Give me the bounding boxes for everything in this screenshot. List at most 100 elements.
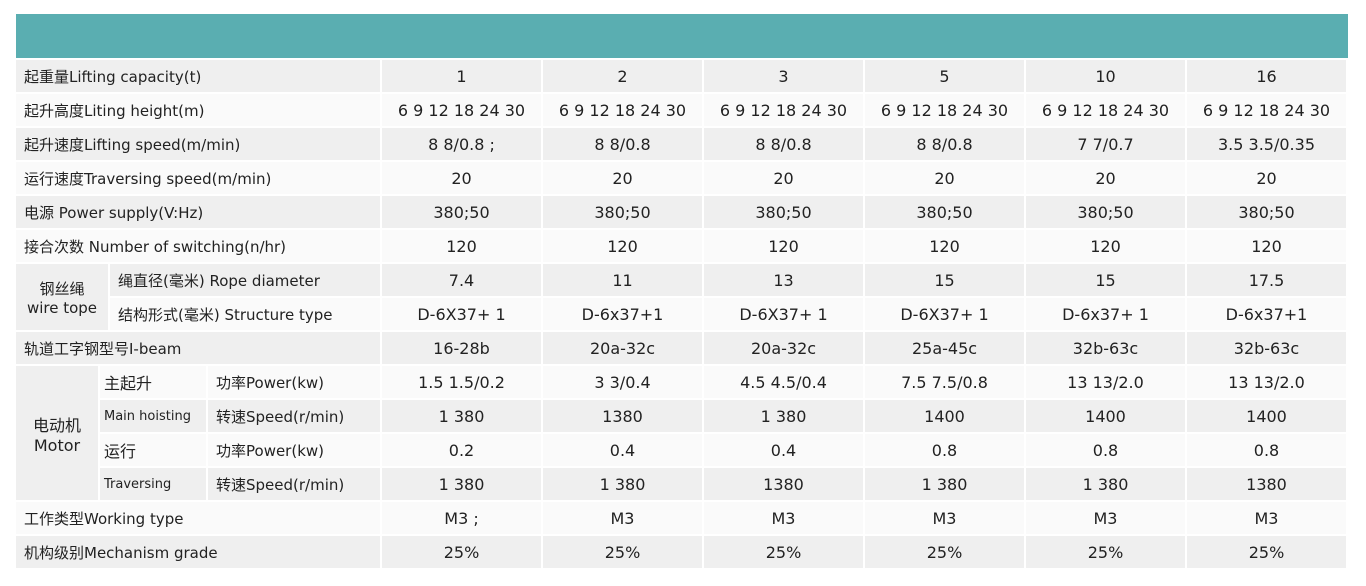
value-cell: 120 bbox=[1187, 230, 1348, 264]
value-cell: 0.8 bbox=[1187, 434, 1348, 468]
value-cell: 7 7/0.7 bbox=[1026, 128, 1187, 162]
value-cell: 120 bbox=[704, 230, 865, 264]
value-cell: 10 bbox=[1026, 60, 1187, 94]
value-cell: 13 bbox=[704, 264, 865, 298]
value-cell: 25% bbox=[704, 536, 865, 570]
value-cell: 120 bbox=[1026, 230, 1187, 264]
motor-sub: Main hoisting bbox=[100, 400, 208, 434]
value-cell: 1400 bbox=[1026, 400, 1187, 434]
motor-sub: Traversing bbox=[100, 468, 208, 502]
value-cell: 20 bbox=[1187, 162, 1348, 196]
value-cell: 0.4 bbox=[543, 434, 704, 468]
row-label: 功率Power(kw) bbox=[208, 434, 382, 468]
row-label: 轨道工字钢型号I-beam bbox=[16, 332, 382, 366]
value-cell: 20a-32c bbox=[543, 332, 704, 366]
row-label: 转速Speed(r/min) bbox=[208, 400, 382, 434]
value-cell: 5 bbox=[865, 60, 1026, 94]
value-cell: M3 bbox=[865, 502, 1026, 536]
motor-sub: 主起升 bbox=[100, 366, 208, 400]
value-cell: 20a-32c bbox=[704, 332, 865, 366]
value-cell: 20 bbox=[1026, 162, 1187, 196]
value-cell: D-6X37+ 1 bbox=[865, 298, 1026, 332]
value-cell: 32b-63c bbox=[1187, 332, 1348, 366]
value-cell: M3 bbox=[704, 502, 865, 536]
value-cell: 380;50 bbox=[1026, 196, 1187, 230]
value-cell: 16 bbox=[1187, 60, 1348, 94]
value-cell: 6 9 12 18 24 30 bbox=[704, 94, 865, 128]
row-label: 电源 Power supply(V:Hz) bbox=[16, 196, 382, 230]
group-label: 钢丝绳 bbox=[39, 279, 85, 298]
value-cell: 13 13/2.0 bbox=[1187, 366, 1348, 400]
value-cell: 15 bbox=[1026, 264, 1187, 298]
value-cell: 2 bbox=[543, 60, 704, 94]
value-cell: M3 ; bbox=[382, 502, 543, 536]
value-cell: 380;50 bbox=[1187, 196, 1348, 230]
value-cell: 0.8 bbox=[1026, 434, 1187, 468]
header-bar bbox=[16, 14, 1348, 58]
value-cell: 7.4 bbox=[382, 264, 543, 298]
group-label: Motor bbox=[33, 435, 81, 455]
value-cell: D-6x37+ 1 bbox=[1026, 298, 1187, 332]
value-cell: 25% bbox=[543, 536, 704, 570]
motor-group: 电动机 Motor bbox=[16, 366, 100, 502]
row-label: 功率Power(kw) bbox=[208, 366, 382, 400]
value-cell: 1380 bbox=[704, 468, 865, 502]
value-cell: 25a-45c bbox=[865, 332, 1026, 366]
row-label: 起重量Lifting capacity(t) bbox=[16, 60, 382, 94]
value-cell: 25% bbox=[382, 536, 543, 570]
value-cell: 6 9 12 18 24 30 bbox=[382, 94, 543, 128]
value-cell: 120 bbox=[865, 230, 1026, 264]
value-cell: 0.4 bbox=[704, 434, 865, 468]
value-cell: 0.8 bbox=[865, 434, 1026, 468]
value-cell: 1 380 bbox=[543, 468, 704, 502]
value-cell: 15 bbox=[865, 264, 1026, 298]
group-label: wire tope bbox=[26, 298, 98, 317]
value-cell: 3 3/0.4 bbox=[543, 366, 704, 400]
value-cell: 6 9 12 18 24 30 bbox=[1187, 94, 1348, 128]
value-cell: M3 bbox=[1187, 502, 1348, 536]
row-label: 结构形式(毫米) Structure type bbox=[110, 298, 382, 332]
value-cell: M3 bbox=[1026, 502, 1187, 536]
value-cell: D-6x37+1 bbox=[1187, 298, 1348, 332]
value-cell: 1 380 bbox=[1026, 468, 1187, 502]
value-cell: 380;50 bbox=[704, 196, 865, 230]
row-label: 绳直径(毫米) Rope diameter bbox=[110, 264, 382, 298]
wire-group: 钢丝绳 wire tope bbox=[16, 264, 110, 332]
value-cell: 8 8/0.8 bbox=[543, 128, 704, 162]
value-cell: 1 380 bbox=[865, 468, 1026, 502]
value-cell: 1400 bbox=[1187, 400, 1348, 434]
value-cell: 20 bbox=[704, 162, 865, 196]
row-label: 起升高度Liting height(m) bbox=[16, 94, 382, 128]
value-cell: 20 bbox=[865, 162, 1026, 196]
value-cell: 7.5 7.5/0.8 bbox=[865, 366, 1026, 400]
value-cell: 8 8/0.8 bbox=[704, 128, 865, 162]
value-cell: 120 bbox=[382, 230, 543, 264]
value-cell: 3 bbox=[704, 60, 865, 94]
value-cell: 1 380 bbox=[382, 400, 543, 434]
value-cell: M3 bbox=[543, 502, 704, 536]
value-cell: 6 9 12 18 24 30 bbox=[1026, 94, 1187, 128]
value-cell: 4.5 4.5/0.4 bbox=[704, 366, 865, 400]
value-cell: 8 8/0.8 bbox=[865, 128, 1026, 162]
value-cell: 17.5 bbox=[1187, 264, 1348, 298]
value-cell: 8 8/0.8 ; bbox=[382, 128, 543, 162]
value-cell: 25% bbox=[865, 536, 1026, 570]
value-cell: D-6X37+ 1 bbox=[704, 298, 865, 332]
value-cell: 16-28b bbox=[382, 332, 543, 366]
value-cell: D-6X37+ 1 bbox=[382, 298, 543, 332]
row-label: 工作类型Working type bbox=[16, 502, 382, 536]
value-cell: 3.5 3.5/0.35 bbox=[1187, 128, 1348, 162]
value-cell: 120 bbox=[543, 230, 704, 264]
value-cell: 32b-63c bbox=[1026, 332, 1187, 366]
value-cell: 11 bbox=[543, 264, 704, 298]
value-cell: 1 bbox=[382, 60, 543, 94]
row-label: 起升速度Lifting speed(m/min) bbox=[16, 128, 382, 162]
motor-sub: 运行 bbox=[100, 434, 208, 468]
value-cell: 1380 bbox=[1187, 468, 1348, 502]
value-cell: 20 bbox=[382, 162, 543, 196]
row-label: 转速Speed(r/min) bbox=[208, 468, 382, 502]
row-label: 接合次数 Number of switching(n/hr) bbox=[16, 230, 382, 264]
value-cell: 25% bbox=[1187, 536, 1348, 570]
group-label: 电动机 bbox=[32, 415, 81, 435]
